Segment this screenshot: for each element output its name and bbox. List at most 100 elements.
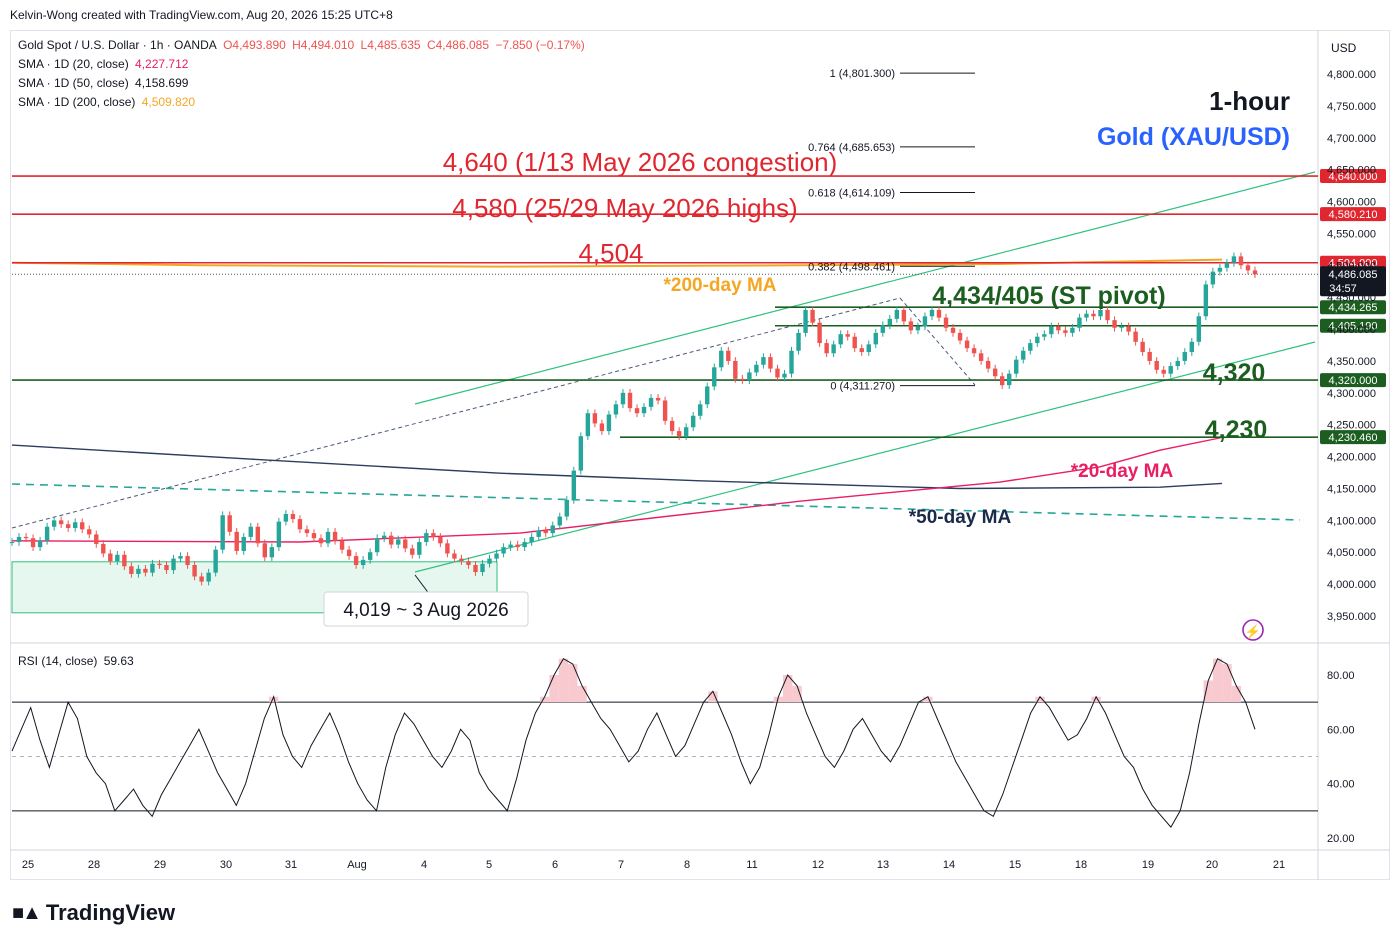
candle-body bbox=[564, 499, 569, 517]
sma50-label: SMA · 1D (50, close) bbox=[18, 76, 129, 90]
current-price-label: 4,486.085 bbox=[1329, 269, 1378, 281]
candle-body bbox=[740, 378, 745, 381]
candle-body bbox=[803, 309, 808, 333]
candle-body bbox=[73, 522, 78, 529]
candle-body bbox=[1252, 270, 1258, 275]
annotation-50-day-ma: *50-day MA bbox=[909, 507, 1012, 528]
candle-body bbox=[901, 309, 907, 322]
candle-body bbox=[262, 543, 268, 558]
time-tick-label: 7 bbox=[618, 859, 624, 871]
candle-body bbox=[304, 529, 310, 534]
tradingview-logo[interactable]: ■▲ TradingView bbox=[12, 900, 175, 926]
candle-body bbox=[845, 334, 850, 337]
candle-body bbox=[1098, 309, 1103, 317]
ohlc-close: C4,486.085 bbox=[426, 38, 490, 52]
sma20-legend[interactable]: SMA · 1D (20, close) 4,227.712 bbox=[18, 57, 191, 71]
time-tick-label: 6 bbox=[552, 859, 558, 871]
price-tick-label: 4,650.000 bbox=[1327, 165, 1376, 177]
candle-body bbox=[950, 327, 956, 333]
candle-body bbox=[122, 554, 127, 567]
candle-body bbox=[206, 572, 211, 582]
candle-body bbox=[1210, 271, 1216, 285]
candle-body bbox=[1042, 334, 1047, 337]
ohlc-open: O4,493.890 bbox=[223, 38, 286, 52]
candle-body bbox=[80, 522, 85, 530]
candle-body bbox=[508, 544, 513, 548]
rsi-tick-label: 60.00 bbox=[1327, 724, 1355, 736]
candle-body bbox=[971, 348, 977, 354]
candle-body bbox=[1126, 326, 1131, 332]
candle-body bbox=[37, 540, 43, 548]
candle-body bbox=[915, 326, 921, 331]
price-tick-label: 3,950.000 bbox=[1327, 611, 1376, 623]
candle-body bbox=[676, 431, 682, 437]
candle-body bbox=[1140, 341, 1145, 353]
candle-body bbox=[389, 535, 394, 545]
candle-body bbox=[403, 539, 408, 549]
annotation-st-pivot: 4,434/405 (ST pivot) bbox=[932, 282, 1165, 310]
candle-body bbox=[866, 344, 871, 353]
rsi-legend[interactable]: RSI (14, close) 59.63 bbox=[18, 654, 137, 668]
candle-body bbox=[1168, 366, 1173, 374]
rsi-overbought-fill bbox=[269, 696, 279, 703]
candle-body bbox=[129, 566, 134, 574]
candle-body bbox=[234, 531, 239, 551]
rsi-overbought-fill bbox=[540, 696, 550, 703]
candle-body bbox=[1056, 326, 1061, 331]
candle-body bbox=[1217, 267, 1223, 272]
candle-body bbox=[115, 554, 120, 562]
symbol-name[interactable]: Gold Spot / U.S. Dollar · 1h · OANDA bbox=[18, 38, 217, 52]
price-tick-label: 4,150.000 bbox=[1327, 483, 1376, 495]
candle-body bbox=[9, 542, 15, 544]
time-tick-label: 30 bbox=[220, 859, 232, 871]
candle-body bbox=[494, 553, 499, 559]
candle-body bbox=[880, 325, 886, 333]
candle-body bbox=[733, 360, 738, 379]
rsi-overbought-fill bbox=[792, 685, 802, 703]
rsi-overbought-fill bbox=[708, 691, 718, 703]
candle-body bbox=[550, 525, 555, 534]
level-axis-label-3: 4,434.265 bbox=[1329, 302, 1378, 314]
candle-body bbox=[220, 515, 225, 550]
candle-body bbox=[58, 520, 64, 525]
candle-body bbox=[473, 564, 478, 573]
candle-body bbox=[164, 564, 169, 571]
candle-body bbox=[613, 404, 619, 415]
candle-body bbox=[578, 436, 584, 471]
candle-body bbox=[360, 559, 366, 565]
candle-body bbox=[199, 576, 204, 582]
time-tick-label: 31 bbox=[285, 859, 297, 871]
candle-body bbox=[641, 406, 647, 414]
candle-body bbox=[424, 533, 429, 543]
price-tick-label: 4,100.000 bbox=[1327, 515, 1376, 527]
price-tick-label: 4,450.000 bbox=[1327, 292, 1376, 304]
candle-body bbox=[669, 420, 675, 432]
level-axis-tag-5 bbox=[1320, 373, 1386, 388]
fib-label-1: 0.764 (4,685.653) bbox=[808, 142, 895, 154]
candle-body bbox=[410, 548, 415, 555]
candle-body bbox=[859, 348, 864, 353]
time-tick-label: 8 bbox=[684, 859, 690, 871]
annotation-4580: 4,580 (25/29 May 2026 highs) bbox=[452, 193, 797, 223]
candle-body bbox=[683, 427, 689, 437]
time-tick-label: 19 bbox=[1142, 859, 1154, 871]
sma50-value: 4,158.699 bbox=[135, 76, 189, 90]
candle-body bbox=[1119, 326, 1124, 328]
current-price-tag bbox=[1320, 266, 1386, 297]
candle-body bbox=[269, 547, 275, 558]
sma50-legend[interactable]: SMA · 1D (50, close) 4,158.699 bbox=[18, 76, 191, 90]
candle-body bbox=[431, 533, 436, 537]
candle-body bbox=[719, 350, 724, 368]
sma200-legend[interactable]: SMA · 1D (200, close) 4,509.820 bbox=[18, 95, 198, 109]
candle-body bbox=[557, 516, 562, 526]
candle-body bbox=[1203, 284, 1209, 317]
candle-body bbox=[417, 542, 422, 555]
candle-body bbox=[824, 343, 829, 354]
rsi-overbought-fill bbox=[577, 685, 587, 703]
candle-body bbox=[634, 408, 640, 414]
candle-body bbox=[346, 549, 352, 557]
candle-body bbox=[964, 340, 970, 349]
candle-body bbox=[957, 332, 963, 341]
candle-body bbox=[747, 372, 752, 381]
